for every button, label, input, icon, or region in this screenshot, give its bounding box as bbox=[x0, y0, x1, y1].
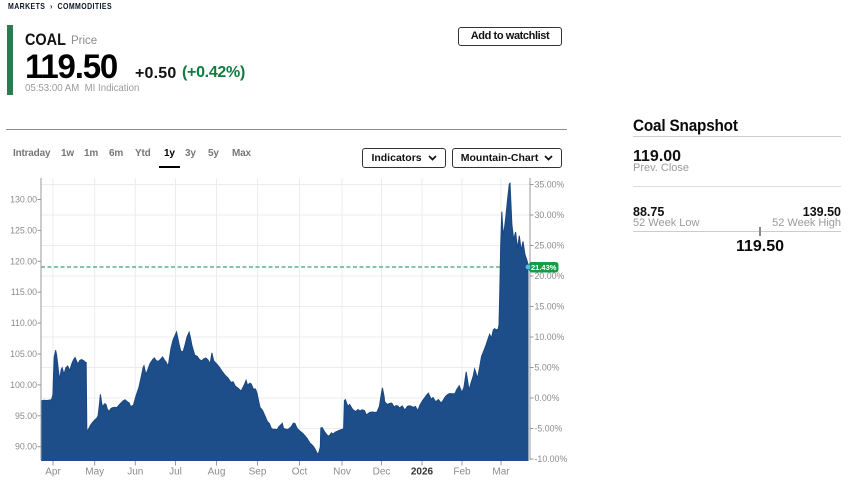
svg-text:Mar: Mar bbox=[492, 467, 510, 478]
svg-text:95.00: 95.00 bbox=[15, 411, 37, 421]
svg-text:Feb: Feb bbox=[453, 467, 471, 478]
svg-text:Oct: Oct bbox=[292, 467, 308, 478]
svg-text:Aug: Aug bbox=[208, 467, 226, 478]
svg-text:2026: 2026 bbox=[411, 467, 434, 478]
svg-text:15.00%: 15.00% bbox=[535, 302, 565, 312]
svg-text:130.00: 130.00 bbox=[10, 195, 37, 205]
svg-text:90.00: 90.00 bbox=[15, 442, 37, 452]
svg-text:125.00: 125.00 bbox=[10, 225, 37, 235]
svg-text:5.00%: 5.00% bbox=[535, 363, 560, 373]
svg-text:0.00%: 0.00% bbox=[535, 393, 560, 403]
svg-text:20.00%: 20.00% bbox=[535, 271, 565, 281]
svg-text:110.00: 110.00 bbox=[11, 318, 37, 328]
svg-text:100.00: 100.00 bbox=[10, 380, 37, 390]
svg-text:-5.00%: -5.00% bbox=[535, 424, 563, 434]
svg-text:30.00%: 30.00% bbox=[535, 210, 565, 220]
svg-text:10.00%: 10.00% bbox=[535, 332, 565, 342]
svg-text:120.00: 120.00 bbox=[10, 256, 37, 266]
svg-text:Sep: Sep bbox=[249, 467, 267, 478]
svg-text:Dec: Dec bbox=[373, 467, 391, 478]
svg-text:Jun: Jun bbox=[127, 467, 143, 478]
svg-text:Apr: Apr bbox=[45, 467, 61, 478]
svg-text:115.00: 115.00 bbox=[11, 287, 37, 297]
svg-text:-10.00%: -10.00% bbox=[535, 454, 568, 464]
svg-text:May: May bbox=[85, 467, 104, 478]
svg-text:Jul: Jul bbox=[169, 467, 182, 478]
svg-text:35.00%: 35.00% bbox=[535, 180, 565, 190]
svg-text:Nov: Nov bbox=[333, 467, 351, 478]
svg-text:25.00%: 25.00% bbox=[535, 241, 565, 251]
svg-text:21.43%: 21.43% bbox=[531, 263, 557, 272]
svg-text:105.00: 105.00 bbox=[10, 349, 37, 359]
